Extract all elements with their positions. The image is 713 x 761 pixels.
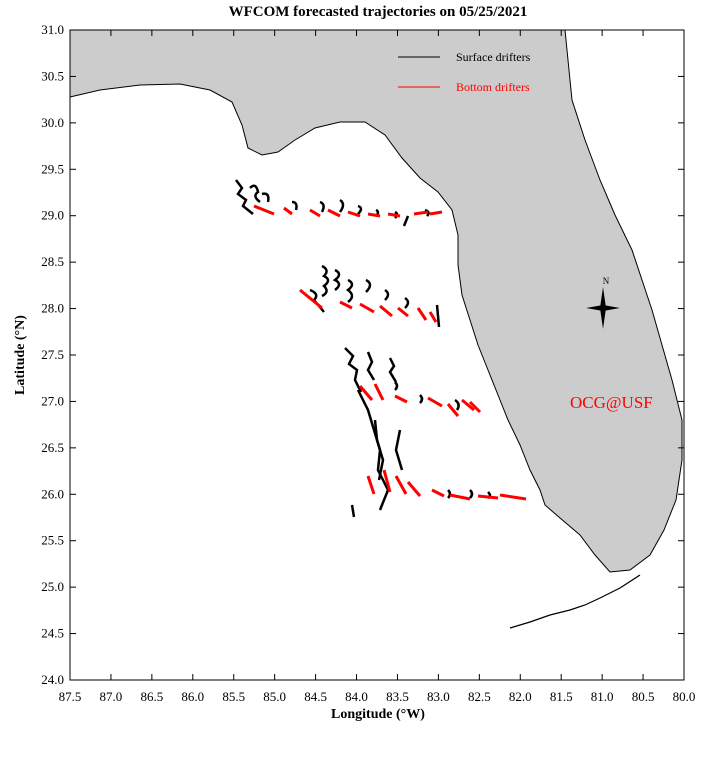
y-tick-label: 31.0 <box>41 22 64 37</box>
y-tick-label: 28.0 <box>41 301 64 316</box>
chart-title: WFCOM forecasted trajectories on 05/25/2… <box>229 4 528 20</box>
y-tick-label: 29.5 <box>41 161 64 176</box>
compass <box>586 287 620 329</box>
x-tick-label: 80.5 <box>632 689 655 704</box>
x-tick-label: 84.0 <box>345 689 368 704</box>
x-tick-label: 87.0 <box>100 689 123 704</box>
y-tick-label: 25.0 <box>41 579 64 594</box>
bottom-trajectories <box>253 204 527 501</box>
legend-label: Surface drifters <box>456 50 531 64</box>
x-tick-label: 85.0 <box>263 689 286 704</box>
land <box>69 29 683 573</box>
legend-label: Bottom drifters <box>456 80 530 94</box>
y-tick-label: 27.5 <box>41 347 64 362</box>
x-axis-label: Longitude (°W) <box>331 707 425 722</box>
x-tick-label: 86.5 <box>140 689 163 704</box>
x-tick-label: 83.0 <box>427 689 450 704</box>
keys <box>509 574 641 629</box>
y-tick-label: 26.0 <box>41 486 64 501</box>
annotation: OCG@USF <box>570 393 653 412</box>
y-tick-label: 28.5 <box>41 254 64 269</box>
x-tick-label: 86.0 <box>181 689 204 704</box>
x-tick-label: 82.5 <box>468 689 491 704</box>
y-tick-label: 24.0 <box>41 672 64 687</box>
y-tick-label: 30.0 <box>41 115 64 130</box>
y-tick-label: 24.5 <box>41 626 64 641</box>
x-tick-label: 84.5 <box>304 689 327 704</box>
x-tick-label: 82.0 <box>509 689 532 704</box>
x-tick-label: 81.0 <box>591 689 614 704</box>
y-tick-label: 26.5 <box>41 440 64 455</box>
compass-label: N <box>603 276 610 286</box>
x-tick-label: 80.0 <box>673 689 696 704</box>
x-tick-label: 87.5 <box>59 689 82 704</box>
y-tick-label: 27.0 <box>41 393 64 408</box>
y-tick-label: 29.0 <box>41 208 64 223</box>
y-tick-label: 25.5 <box>41 533 64 548</box>
y-axis-label: Latitude (°N) <box>13 315 28 395</box>
x-tick-label: 81.5 <box>550 689 573 704</box>
x-tick-label: 83.5 <box>386 689 409 704</box>
y-tick-label: 30.5 <box>41 68 64 83</box>
x-tick-label: 85.5 <box>222 689 245 704</box>
